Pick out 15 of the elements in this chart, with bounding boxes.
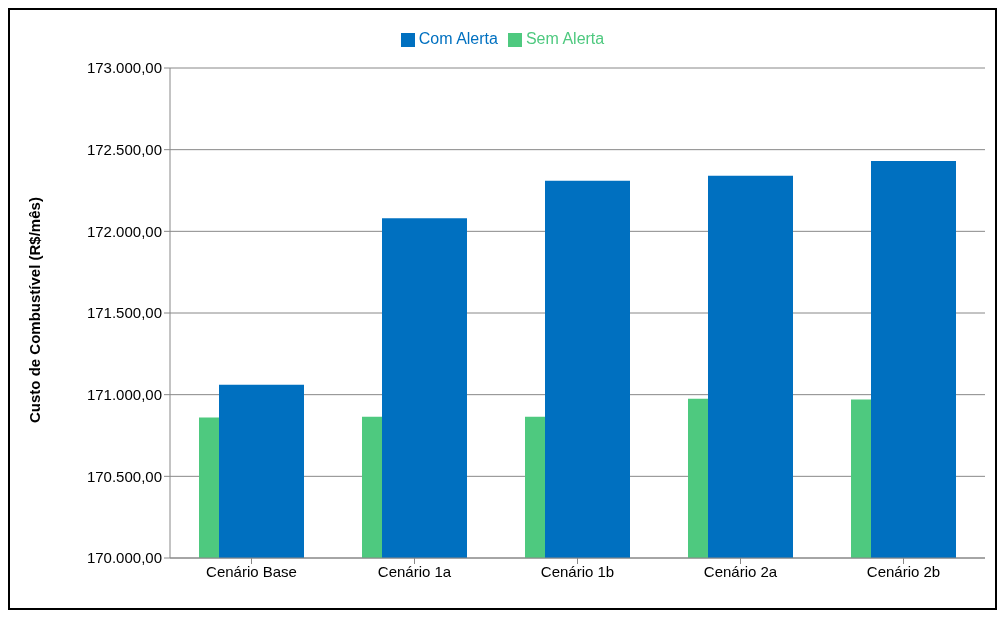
x-tick-label: Cenário 1a [377, 562, 452, 580]
y-tick-label: 172.000,00 [86, 222, 162, 240]
legend-label: Sem Alerta [525, 30, 605, 47]
legend-label: Com Alerta [418, 30, 498, 47]
y-tick-label: 171.000,00 [86, 385, 162, 403]
x-tick-label: Cenário 2a [703, 562, 778, 580]
y-axis-title: Custo de Combustível (R$/mês) [26, 197, 44, 423]
y-tick-label: 171.500,00 [86, 304, 162, 322]
x-tick-label: Cenário 2b [866, 562, 941, 580]
y-tick-label: 170.500,00 [86, 467, 162, 485]
y-tick-label: 170.000,00 [86, 549, 162, 567]
y-tick-label: 172.500,00 [86, 140, 162, 158]
x-tick-label: Cenário 1b [540, 562, 615, 580]
x-tick-label: Cenário Base [206, 562, 297, 580]
y-tick-label: 173.000,00 [86, 59, 162, 77]
